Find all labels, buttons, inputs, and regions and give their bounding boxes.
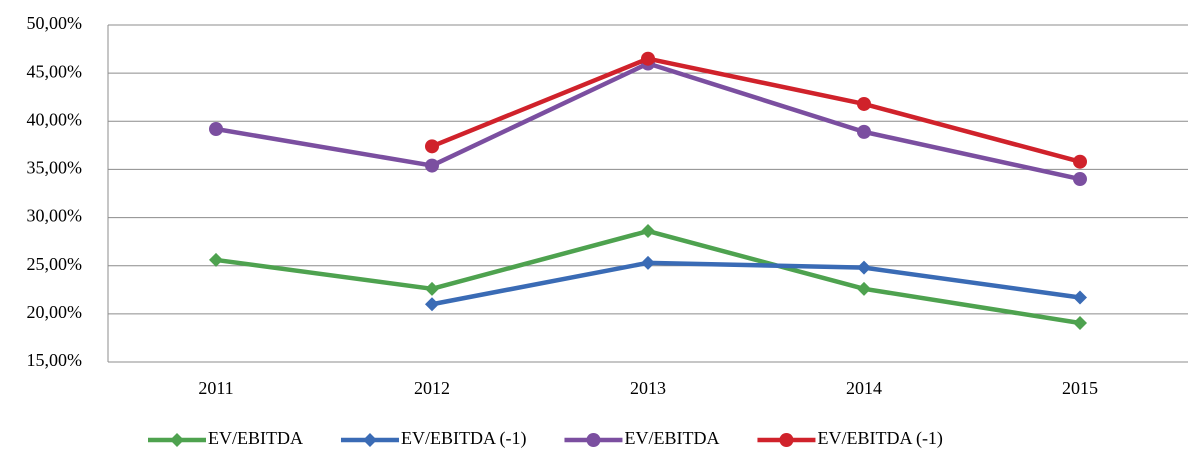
x-tick-label: 2015 <box>1062 378 1098 398</box>
marker <box>641 224 655 239</box>
marker <box>586 433 601 447</box>
marker <box>857 281 871 296</box>
y-tick-label: 15,00% <box>27 350 83 370</box>
marker <box>362 433 377 447</box>
series-line <box>431 260 1081 307</box>
marker <box>1073 316 1087 331</box>
marker <box>209 121 223 136</box>
legend-label: EV/EBITDA <box>208 428 303 448</box>
marker <box>170 433 184 447</box>
marker <box>779 433 794 447</box>
y-tick-label: 45,00% <box>27 61 83 81</box>
y-tick-label: 40,00% <box>27 109 83 129</box>
marker <box>425 281 439 296</box>
marker <box>857 96 871 111</box>
y-tick-label: 25,00% <box>27 254 83 274</box>
marker <box>425 297 439 312</box>
marker <box>641 51 655 66</box>
series-line <box>215 228 1081 326</box>
marker <box>857 260 871 275</box>
x-tick-label: 2013 <box>630 378 666 398</box>
y-tick-label: 30,00% <box>27 206 83 226</box>
series-line <box>431 56 1081 164</box>
y-tick-label: 50,00% <box>27 13 83 33</box>
marker <box>857 124 871 139</box>
marker <box>641 255 655 270</box>
x-tick-label: 2012 <box>414 378 450 398</box>
y-tick-label: 35,00% <box>27 158 83 178</box>
x-tick-label: 2014 <box>846 378 882 398</box>
marker <box>1073 290 1087 305</box>
legend-label: EV/EBITDA <box>624 428 719 448</box>
y-tick-label: 20,00% <box>27 302 83 322</box>
marker <box>1073 172 1087 187</box>
legend-label: EV/EBITDA (-1) <box>401 428 526 449</box>
marker <box>1073 154 1087 169</box>
legend-label: EV/EBITDA (-1) <box>817 428 942 449</box>
marker <box>209 252 223 267</box>
x-tick-label: 2011 <box>198 378 233 398</box>
marker <box>425 139 439 154</box>
marker <box>425 158 439 173</box>
